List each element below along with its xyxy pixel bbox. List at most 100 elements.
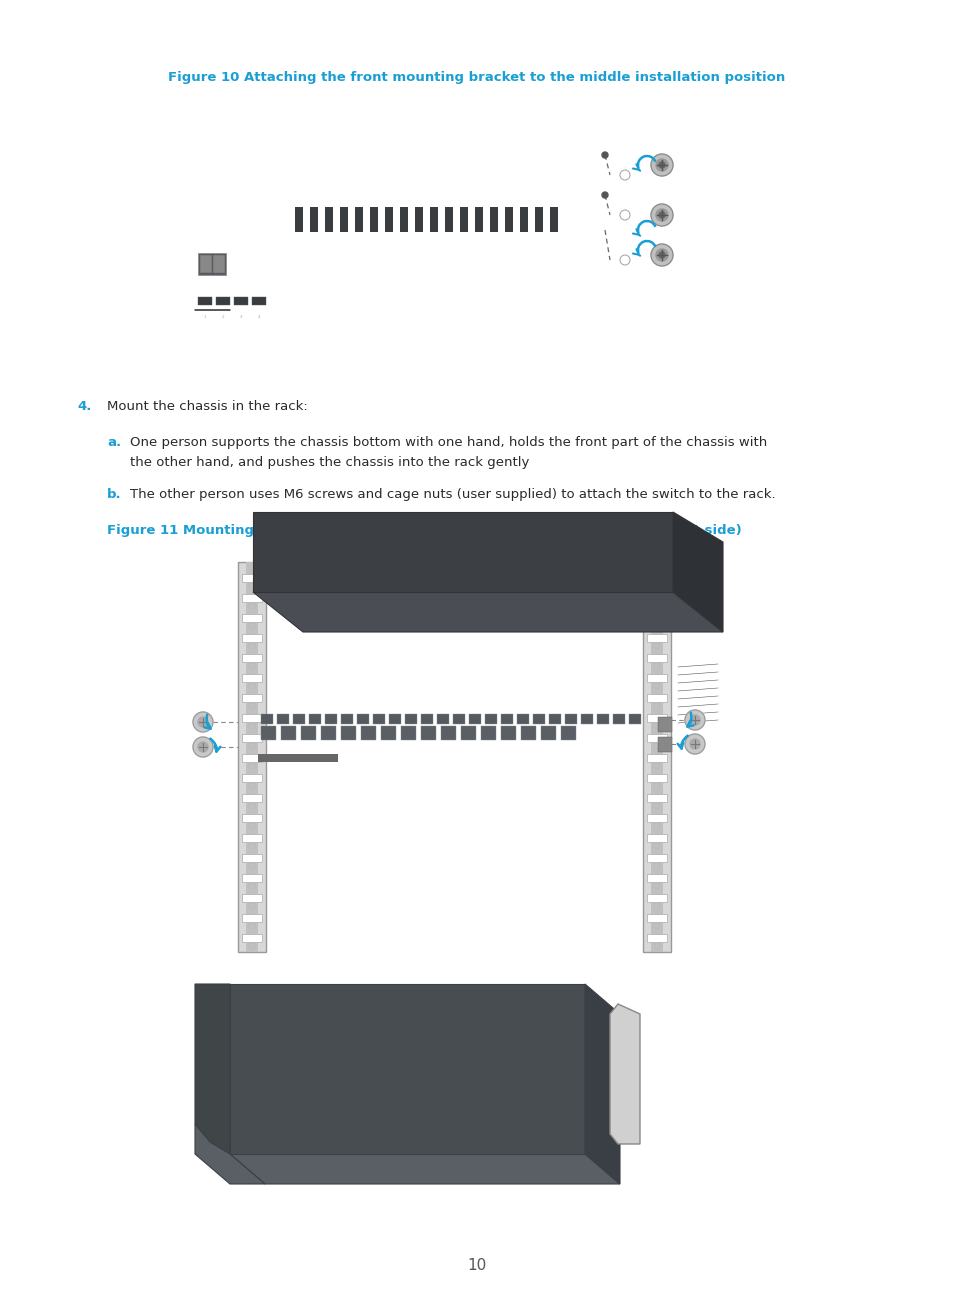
- Bar: [242, 873, 262, 883]
- Circle shape: [684, 710, 704, 730]
- Text: 4: 4: [257, 314, 260, 320]
- Bar: [646, 634, 666, 642]
- Bar: [294, 207, 303, 232]
- Bar: [340, 714, 353, 725]
- Bar: [460, 726, 476, 740]
- Polygon shape: [194, 983, 230, 1154]
- Circle shape: [684, 734, 704, 754]
- Bar: [520, 726, 536, 740]
- Bar: [646, 795, 666, 802]
- Bar: [242, 613, 262, 622]
- Text: 2: 2: [221, 314, 224, 320]
- Bar: [385, 207, 393, 232]
- Text: 4.: 4.: [77, 400, 91, 413]
- Bar: [370, 207, 377, 232]
- Bar: [242, 914, 262, 923]
- Circle shape: [198, 717, 208, 727]
- Circle shape: [650, 245, 672, 267]
- Bar: [646, 613, 666, 622]
- Circle shape: [619, 210, 629, 220]
- Circle shape: [659, 252, 664, 258]
- Bar: [533, 714, 544, 725]
- Polygon shape: [609, 1004, 639, 1144]
- Bar: [242, 814, 262, 822]
- Text: Mount the chassis in the rack:: Mount the chassis in the rack:: [107, 400, 308, 413]
- Circle shape: [659, 212, 664, 217]
- Bar: [200, 255, 212, 273]
- Bar: [453, 714, 464, 725]
- Bar: [242, 674, 262, 682]
- Bar: [242, 634, 262, 642]
- Bar: [242, 754, 262, 762]
- Polygon shape: [230, 1154, 619, 1184]
- Bar: [420, 714, 433, 725]
- Bar: [420, 726, 436, 740]
- Bar: [646, 914, 666, 923]
- Bar: [646, 854, 666, 862]
- Bar: [325, 207, 333, 232]
- Bar: [646, 575, 666, 582]
- Bar: [646, 653, 666, 663]
- Bar: [252, 298, 266, 305]
- Bar: [646, 674, 666, 682]
- Bar: [325, 714, 336, 725]
- Text: Figure 10 Attaching the front mounting bracket to the middle installation positi: Figure 10 Attaching the front mounting b…: [168, 71, 785, 84]
- Bar: [320, 726, 335, 740]
- Bar: [198, 298, 212, 305]
- Bar: [646, 734, 666, 741]
- Bar: [436, 714, 449, 725]
- Text: One person supports the chassis bottom with one hand, holds the front part of th: One person supports the chassis bottom w…: [130, 436, 766, 449]
- Circle shape: [193, 738, 213, 757]
- Bar: [257, 754, 337, 762]
- Bar: [646, 835, 666, 842]
- Bar: [405, 714, 416, 725]
- Bar: [261, 726, 275, 740]
- Bar: [580, 714, 593, 725]
- Bar: [650, 562, 662, 952]
- Bar: [646, 894, 666, 902]
- Bar: [242, 734, 262, 741]
- Bar: [339, 207, 348, 232]
- Bar: [242, 653, 262, 663]
- Bar: [646, 754, 666, 762]
- Circle shape: [689, 739, 700, 749]
- Bar: [459, 207, 468, 232]
- Bar: [246, 562, 257, 952]
- Circle shape: [689, 716, 700, 725]
- Text: 1: 1: [204, 314, 206, 320]
- Bar: [613, 714, 624, 725]
- Bar: [548, 714, 560, 725]
- Bar: [276, 714, 289, 725]
- Bar: [309, 714, 320, 725]
- Circle shape: [601, 192, 607, 198]
- Circle shape: [619, 170, 629, 180]
- Bar: [646, 814, 666, 822]
- Polygon shape: [253, 512, 672, 591]
- Bar: [242, 934, 262, 942]
- Circle shape: [193, 712, 213, 732]
- Text: the other hand, and pushes the chassis into the rack gently: the other hand, and pushes the chassis i…: [130, 455, 529, 468]
- Bar: [646, 594, 666, 602]
- Bar: [550, 207, 558, 232]
- Bar: [560, 726, 576, 740]
- Bar: [242, 714, 262, 722]
- Circle shape: [656, 210, 667, 221]
- Bar: [415, 207, 422, 232]
- Polygon shape: [230, 983, 584, 1154]
- Bar: [469, 714, 480, 725]
- Text: 3: 3: [239, 314, 242, 320]
- Circle shape: [650, 204, 672, 226]
- Bar: [642, 562, 670, 952]
- Bar: [293, 714, 305, 725]
- Bar: [340, 726, 355, 740]
- Bar: [310, 207, 317, 232]
- Bar: [475, 207, 482, 232]
- Bar: [440, 726, 456, 740]
- Bar: [355, 207, 363, 232]
- Bar: [373, 714, 385, 725]
- Bar: [380, 726, 395, 740]
- Bar: [646, 934, 666, 942]
- Bar: [356, 714, 369, 725]
- Bar: [658, 738, 671, 752]
- Text: 10: 10: [467, 1258, 486, 1272]
